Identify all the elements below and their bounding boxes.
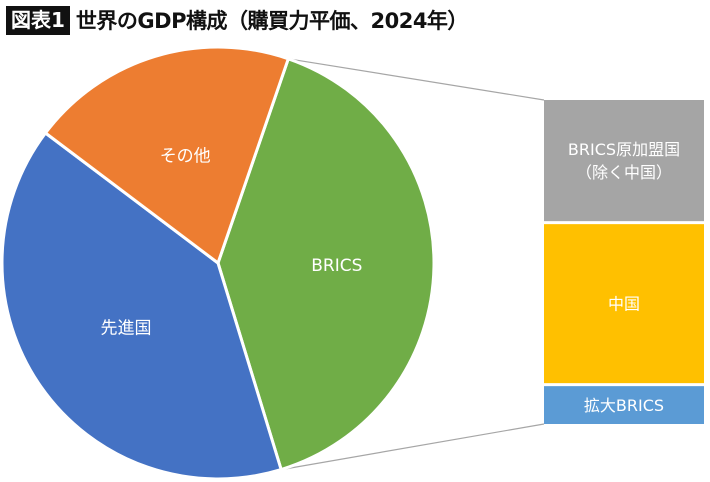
bar-label-brics: 拡大BRICS [584, 396, 664, 415]
pie-label-item-2: その他 [160, 147, 211, 167]
pie-slice-brics [216, 57, 436, 472]
bar-label-brics: BRICS原加盟国（除く中国） [568, 140, 680, 182]
figure-label: 図表1 [6, 5, 70, 35]
bar-label-item-1: 中国 [608, 295, 640, 314]
bar-segment-brics [544, 100, 704, 222]
chart-header: 図表1 世界のGDP構成（購買力平価、2024年） [6, 5, 468, 35]
chart-title: 世界のGDP構成（購買力平価、2024年） [75, 9, 469, 33]
bar-segment-brics [544, 386, 704, 424]
connector-line-bottom [281, 423, 545, 471]
pie-label-item-1: 先進国 [101, 318, 152, 338]
bar-segment-item-1 [544, 224, 704, 384]
pie-chart: BRICS 先進国 その他 [0, 45, 436, 481]
pie-label-brics: BRICS [311, 256, 362, 276]
pie-slice-item-1 [0, 131, 283, 481]
pie-slice-item-2 [43, 45, 290, 265]
connector-lines [281, 58, 545, 471]
connector-line-top [288, 58, 545, 101]
